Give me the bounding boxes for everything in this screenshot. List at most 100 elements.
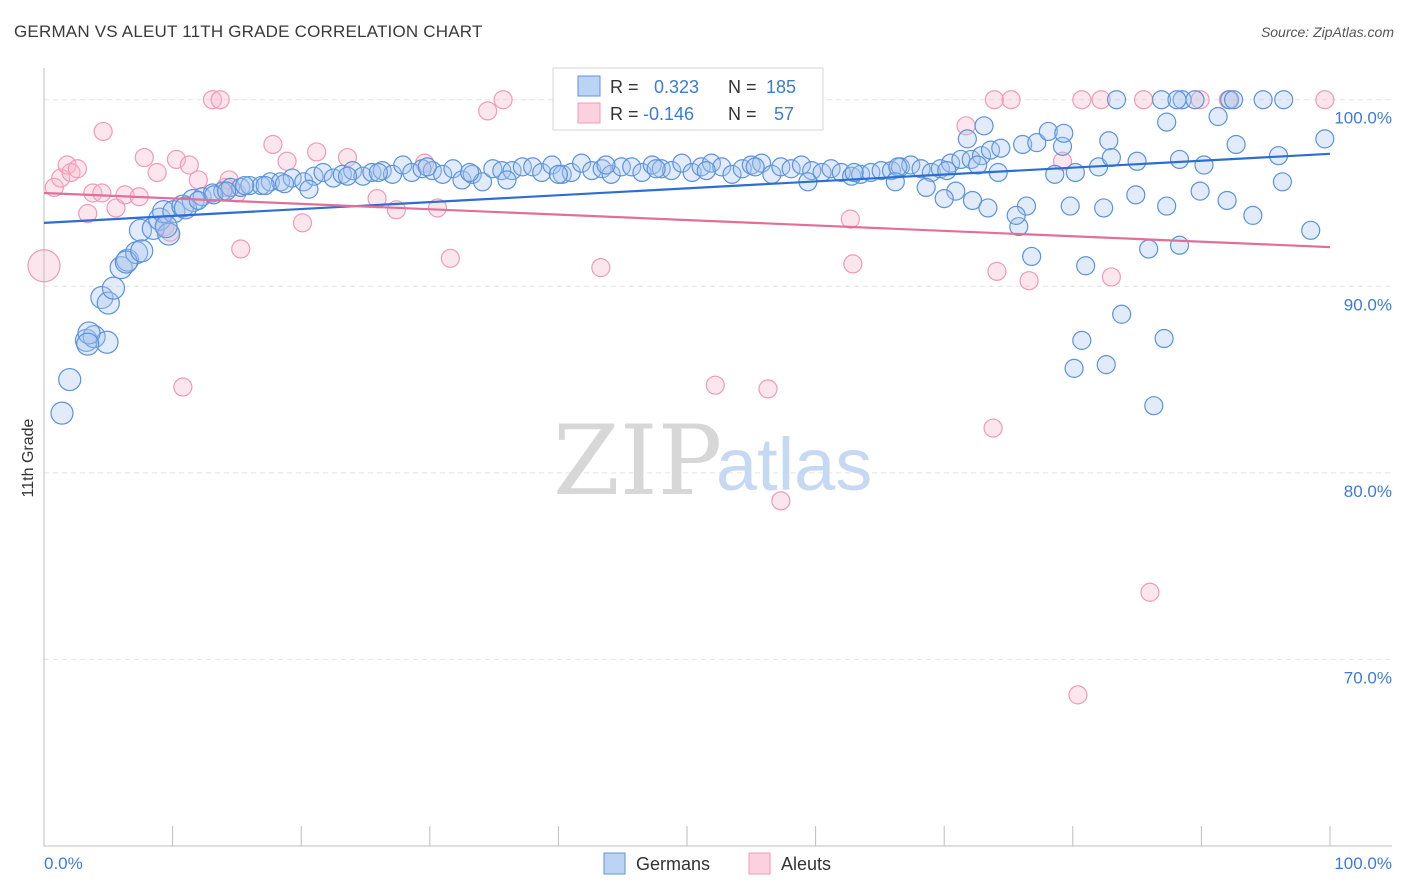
aleuts-point	[231, 239, 251, 259]
germans-point	[1009, 216, 1029, 237]
aleuts-point	[1072, 90, 1092, 110]
germans-point	[712, 157, 732, 177]
germans-point	[911, 159, 931, 179]
germans-point	[1101, 147, 1121, 168]
germans-point	[1223, 90, 1244, 110]
germans-point	[50, 401, 74, 425]
germans-point	[1076, 256, 1096, 276]
stats-r-label-aleuts: R =	[610, 104, 639, 124]
germans-point	[1054, 123, 1074, 143]
germans-point	[957, 129, 977, 149]
germans-point	[260, 172, 280, 192]
stats-r-value-aleuts: -0.146	[643, 104, 694, 124]
aleuts-point	[67, 159, 88, 179]
y-tick-label: 90.0%	[1344, 295, 1392, 314]
aleuts-point	[1068, 685, 1088, 705]
germans-point	[885, 172, 905, 192]
aleuts-point	[106, 198, 126, 218]
legend: Germans Aleuts	[603, 852, 831, 875]
germans-point	[220, 177, 241, 198]
germans-point	[962, 190, 983, 211]
aleuts-point	[92, 183, 112, 203]
germans-point	[1096, 355, 1116, 375]
germans-point	[601, 164, 621, 184]
germans-point	[1157, 112, 1177, 132]
germans-point	[337, 166, 358, 186]
germans-point	[1126, 185, 1146, 205]
germans-point	[548, 164, 569, 184]
germans-point	[1217, 190, 1237, 211]
y-tick-label: 70.0%	[1344, 668, 1392, 687]
germans-point	[1151, 90, 1172, 110]
germans-point	[460, 162, 480, 183]
legend-label-aleuts: Aleuts	[781, 854, 831, 874]
axes	[43, 68, 1392, 847]
aleuts-point	[292, 213, 313, 233]
stats-swatch-germans	[577, 75, 601, 97]
aleuts-point	[983, 418, 1003, 438]
aleuts-point	[591, 258, 611, 278]
watermark: ZIP atlas	[553, 405, 872, 517]
germans-point	[512, 157, 532, 177]
germans-point	[991, 138, 1011, 158]
germans-point	[691, 157, 711, 177]
aleuts-point	[202, 90, 223, 110]
germans-point	[1208, 106, 1228, 127]
germans-point	[173, 196, 198, 220]
germans-point	[916, 177, 936, 198]
germans-point	[596, 155, 616, 175]
germans-point	[313, 162, 333, 183]
aleuts-point	[1140, 582, 1160, 602]
aleuts-point	[427, 198, 448, 218]
germans-point	[235, 175, 255, 196]
stats-n-value-aleuts: 57	[774, 104, 794, 124]
germans-point	[1099, 131, 1119, 151]
germans-point	[299, 179, 319, 199]
germans-point	[1027, 133, 1047, 153]
aleuts-point	[93, 121, 113, 142]
germans-point	[974, 116, 994, 136]
germans-point	[343, 161, 363, 181]
germans-point	[1157, 196, 1177, 216]
germans-point	[1064, 358, 1084, 378]
germans-point	[1144, 396, 1164, 416]
germans-point	[1112, 304, 1132, 324]
aleuts-point	[493, 90, 513, 110]
x-tick-label-max: 100.0%	[1334, 854, 1392, 873]
germans-point	[1094, 198, 1114, 218]
germans-point	[492, 161, 512, 181]
aleuts-point	[188, 170, 208, 190]
aleuts-point	[771, 491, 791, 511]
stats-r-value-germans: 0.323	[654, 77, 699, 97]
germans-point	[632, 162, 652, 183]
germans-point	[217, 181, 237, 201]
stats-box: R = 0.323 N = 185 R = -0.146 N = 57	[552, 67, 824, 131]
germans-point	[611, 157, 632, 177]
germans-point	[154, 214, 178, 239]
germans-point	[368, 162, 388, 183]
aleuts-point	[78, 203, 98, 224]
germans-point	[937, 161, 957, 181]
germans-point	[95, 330, 119, 354]
germans-point	[888, 157, 908, 177]
germans-point	[1194, 155, 1214, 175]
y-axis-title: 11th Grade	[20, 418, 37, 497]
aleuts-point	[758, 379, 778, 399]
aleuts-point	[277, 151, 297, 171]
x-ticks	[43, 826, 1331, 846]
germans-point	[571, 153, 592, 173]
germans-point	[1315, 129, 1335, 149]
germans-point	[1013, 134, 1033, 155]
germans-point	[502, 161, 522, 181]
germans-points	[50, 90, 1335, 425]
watermark-atlas: atlas	[716, 423, 872, 506]
germans-point	[1038, 121, 1058, 142]
aleuts-point	[984, 90, 1004, 110]
germans-point	[101, 276, 126, 300]
stats-n-label-aleuts: N =	[728, 104, 757, 124]
germans-point	[1127, 151, 1147, 171]
germans-point	[696, 161, 716, 181]
germans-point	[1022, 246, 1042, 267]
germans-point	[1226, 134, 1246, 155]
aleuts-point	[386, 200, 406, 220]
